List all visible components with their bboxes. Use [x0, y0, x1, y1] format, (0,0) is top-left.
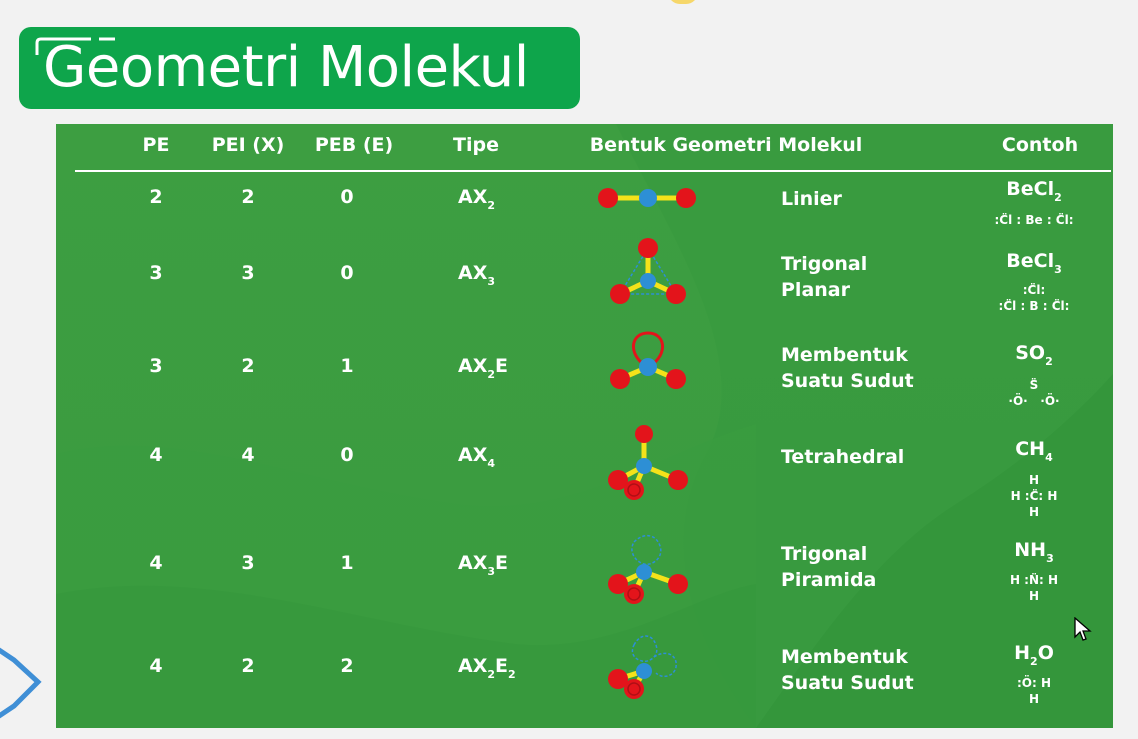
header-pei: PEI (X): [211, 134, 285, 156]
header-tipe: Tipe: [453, 134, 499, 156]
hexagon-icon: [0, 647, 42, 719]
trigonal-pyramid-molecule-icon: [608, 534, 688, 604]
cell-tipe: AX2: [458, 186, 496, 212]
header-peb: PEB (E): [314, 134, 394, 156]
tetrahedral-molecule-icon: [608, 425, 688, 500]
cell-pe: 2: [149, 186, 163, 208]
shape-name: Linier: [781, 188, 842, 210]
formula: BeCl3: [1006, 250, 1062, 276]
lewis-structure: H H :C̈: H H: [1010, 473, 1058, 519]
lewis-structure: H :N̈: H H: [1009, 573, 1059, 603]
title-deco-icon: [35, 37, 115, 55]
lewis-structure: :C̈l : Be : C̈l:: [994, 213, 1074, 227]
shape-name: Trigonal Piramida: [781, 543, 877, 591]
cell-peb: 2: [340, 655, 354, 677]
shape-name: Tetrahedral: [781, 446, 905, 468]
cell-tipe: AX2E2: [458, 655, 516, 681]
header-contoh: Contoh: [1001, 134, 1079, 156]
trigonal-planar-molecule-icon: [610, 238, 686, 304]
cell-pe: 3: [149, 262, 163, 284]
shape-name: Membentuk Suatu Sudut: [781, 344, 914, 392]
cell-peb: 1: [340, 552, 354, 574]
cell-peb: 0: [340, 444, 354, 466]
header-divider: [75, 170, 1111, 172]
linear-molecule-icon: [598, 188, 696, 208]
cell-pe: 4: [149, 655, 163, 677]
cell-tipe: AX4: [458, 444, 496, 470]
cell-pei: 4: [241, 444, 255, 466]
formula: BeCl2: [1006, 178, 1062, 204]
cell-pe: 4: [149, 552, 163, 574]
formula: CH4: [1015, 438, 1053, 464]
formula: SO2: [1015, 342, 1053, 368]
cell-tipe: AX3E: [458, 552, 508, 578]
lewis-structure: :Ö: H H: [1016, 676, 1052, 706]
page-title: Geometri Molekul: [43, 35, 529, 100]
cell-tipe: AX3: [458, 262, 496, 288]
mouse-cursor-icon: [1074, 617, 1092, 641]
bent-two-lone-pairs-icon: [608, 635, 677, 699]
cell-pei: 3: [241, 262, 255, 284]
cell-peb: 0: [340, 186, 354, 208]
background-waves: [56, 124, 1113, 728]
shape-name: Trigonal Planar: [781, 253, 868, 301]
cell-tipe: AX2E: [458, 355, 508, 381]
lewis-structure: S̈ ·Ö· ·Ö·: [1008, 378, 1060, 408]
header-bentuk: Bentuk Geometri Molekul: [589, 134, 863, 156]
formula: H2O: [1014, 642, 1054, 668]
cell-peb: 0: [340, 262, 354, 284]
header-pe: PE: [142, 134, 170, 156]
cell-pe: 4: [149, 444, 163, 466]
title-banner: Geometri Molekul: [19, 27, 580, 109]
shape-name: Membentuk Suatu Sudut: [781, 646, 914, 694]
cell-pe: 3: [149, 355, 163, 377]
geometry-table: PE PEI (X) PEB (E) Tipe Bentuk Geometri …: [56, 124, 1113, 728]
cell-peb: 1: [340, 355, 354, 377]
bent-molecule-icon: [610, 331, 686, 389]
cell-pei: 3: [241, 552, 255, 574]
formula: NH3: [1014, 539, 1054, 565]
decorative-shape: [668, 0, 698, 4]
cell-pei: 2: [241, 655, 255, 677]
cell-pei: 2: [241, 186, 255, 208]
cell-pei: 2: [241, 355, 255, 377]
lewis-structure: :C̈l: :C̈l : B : C̈l:: [998, 283, 1070, 313]
